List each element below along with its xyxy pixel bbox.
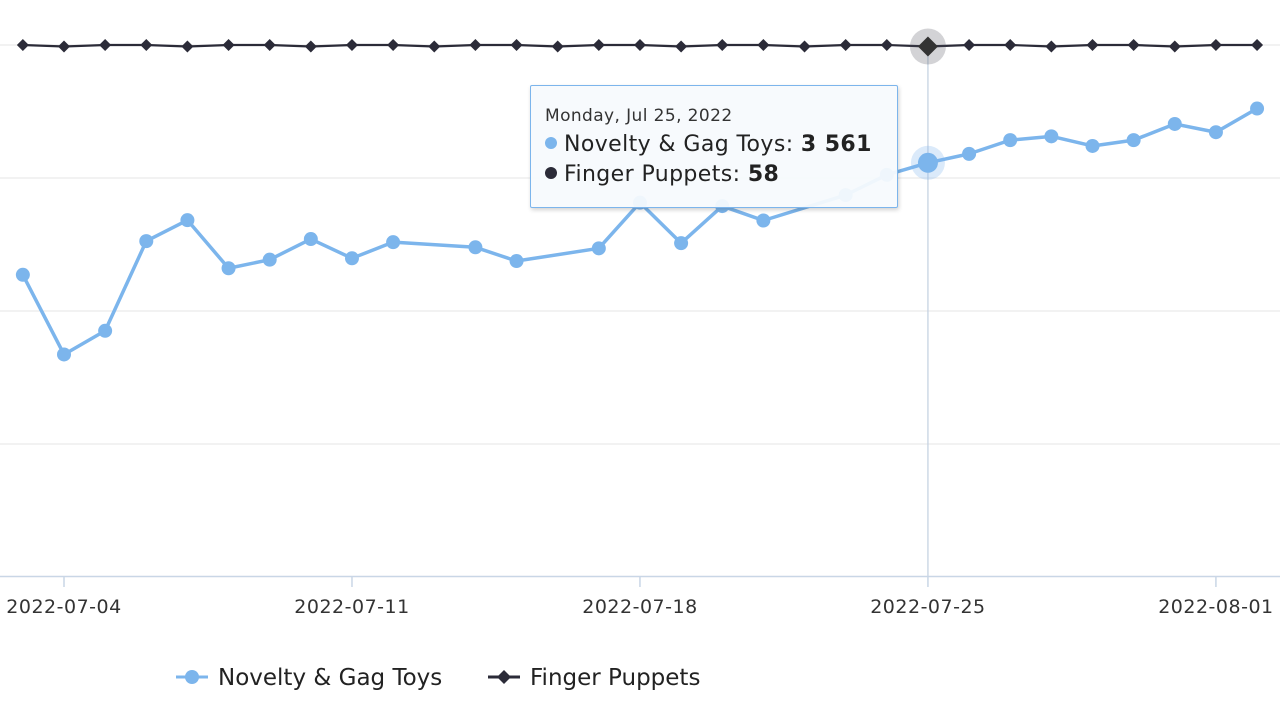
novelty-gag-toys-point: [1250, 101, 1265, 116]
tooltip-series-value: 3 561: [800, 132, 872, 157]
finger-puppets-point: [99, 39, 112, 51]
x-tick-label: 2022-07-18: [582, 596, 697, 618]
novelty-gag-toys-point: [139, 234, 154, 249]
novelty-gag-toys-point: [221, 261, 236, 276]
finger-puppets-point: [757, 39, 770, 51]
legend-item-finger-puppets[interactable]: Finger Puppets: [488, 665, 700, 691]
novelty-gag-toys-point: [180, 213, 195, 228]
x-axis: 2022-07-04 2022-07-11 2022-07-18 2022-07-25…: [0, 575, 1280, 618]
finger-puppets-point: [1127, 39, 1140, 51]
novelty-gag-toys-point: [591, 241, 606, 256]
legend-marker: [185, 670, 199, 684]
tooltip-series-name: Novelty & Gag Toys: [564, 132, 786, 157]
novelty-gag-toys-point: [386, 235, 401, 250]
legend: Novelty & Gag Toys Finger Puppets: [176, 665, 700, 691]
tooltip-row-novelty: Novelty & Gag Toys: 3 561: [545, 130, 883, 160]
novelty-gag-toys-point: [468, 240, 483, 255]
legend-label: Finger Puppets: [530, 665, 700, 691]
novelty-gag-toys-point: [262, 252, 277, 267]
series-finger-puppets: [16, 28, 1264, 65]
novelty-gag-toys-point: [15, 267, 30, 282]
finger-puppets-point: [469, 39, 482, 51]
novelty-gag-toys-point: [674, 236, 689, 251]
novelty-gag-toys-point: [1003, 133, 1018, 148]
finger-puppets-point: [1168, 40, 1181, 53]
finger-puppets-point: [1251, 39, 1264, 51]
finger-puppets-point: [839, 39, 852, 51]
novelty-gag-toys-point: [1208, 125, 1223, 140]
novelty-gag-toys-point: [303, 232, 318, 247]
novelty-gag-toys-point: [1126, 133, 1141, 148]
novelty-gag-toys-point: [509, 254, 524, 269]
legend-item-novelty-gag-toys[interactable]: Novelty & Gag Toys: [176, 665, 442, 691]
finger-puppets-point: [387, 39, 400, 51]
finger-puppets-point: [1086, 39, 1099, 51]
finger-puppets-point: [304, 40, 317, 53]
legend-label: Novelty & Gag Toys: [218, 665, 442, 691]
novelty-gag-toys-point: [98, 323, 113, 338]
finger-puppets-point: [140, 39, 153, 51]
novelty-gag-toys-point: [756, 213, 771, 228]
finger-puppets-point: [1045, 40, 1058, 53]
novelty-gag-toys-point: [1167, 116, 1182, 131]
finger-puppets-point: [345, 39, 358, 51]
tooltip: Monday, Jul 25, 2022 Novelty & Gag Toys:…: [530, 85, 898, 208]
finger-puppets-point: [633, 39, 646, 51]
tooltip-date: Monday, Jul 25, 2022: [545, 106, 733, 126]
finger-puppets-point: [181, 40, 194, 53]
novelty-gag-toys-point: [1044, 129, 1059, 144]
novelty-gag-toys-point: [1085, 138, 1100, 153]
x-tick-label: 2022-07-11: [294, 596, 409, 618]
tooltip-series-name: Finger Puppets: [564, 162, 733, 187]
finger-puppets-point: [428, 40, 441, 53]
novelty-gag-toys-point: [57, 347, 71, 362]
finger-puppets-point: [222, 39, 235, 51]
finger-puppets-point: [675, 40, 688, 53]
finger-puppets-point: [880, 39, 893, 51]
x-tick-label: 2022-07-04: [6, 596, 121, 618]
finger-puppets-point: [551, 40, 564, 53]
tooltip-row-finger-puppets: Finger Puppets: 58: [545, 160, 883, 190]
finger-puppets-point: [592, 39, 605, 51]
finger-puppets-point: [1004, 39, 1017, 51]
legend-marker: [497, 670, 511, 684]
finger-puppets-point: [16, 39, 29, 51]
tooltip-dot-finger-puppets: [545, 167, 557, 179]
finger-puppets-point: [510, 39, 523, 51]
tooltip-dot-novelty: [545, 137, 557, 149]
finger-puppets-point: [58, 40, 70, 53]
novelty-gag-toys-point: [917, 152, 938, 173]
novelty-gag-toys-point: [962, 146, 977, 161]
finger-puppets-point: [963, 39, 976, 51]
finger-puppets-point: [798, 40, 811, 53]
finger-puppets-point: [917, 36, 938, 57]
finger-puppets-point: [716, 39, 729, 51]
tooltip-series-value: 58: [747, 162, 780, 187]
x-tick-label: 2022-07-25: [870, 596, 985, 618]
novelty-gag-toys-line: [21, 107, 1258, 357]
finger-puppets-point: [1209, 39, 1222, 51]
finger-puppets-point: [263, 39, 276, 51]
x-tick-label: 2022-08-01: [1158, 596, 1273, 618]
novelty-gag-toys-point: [344, 251, 359, 266]
